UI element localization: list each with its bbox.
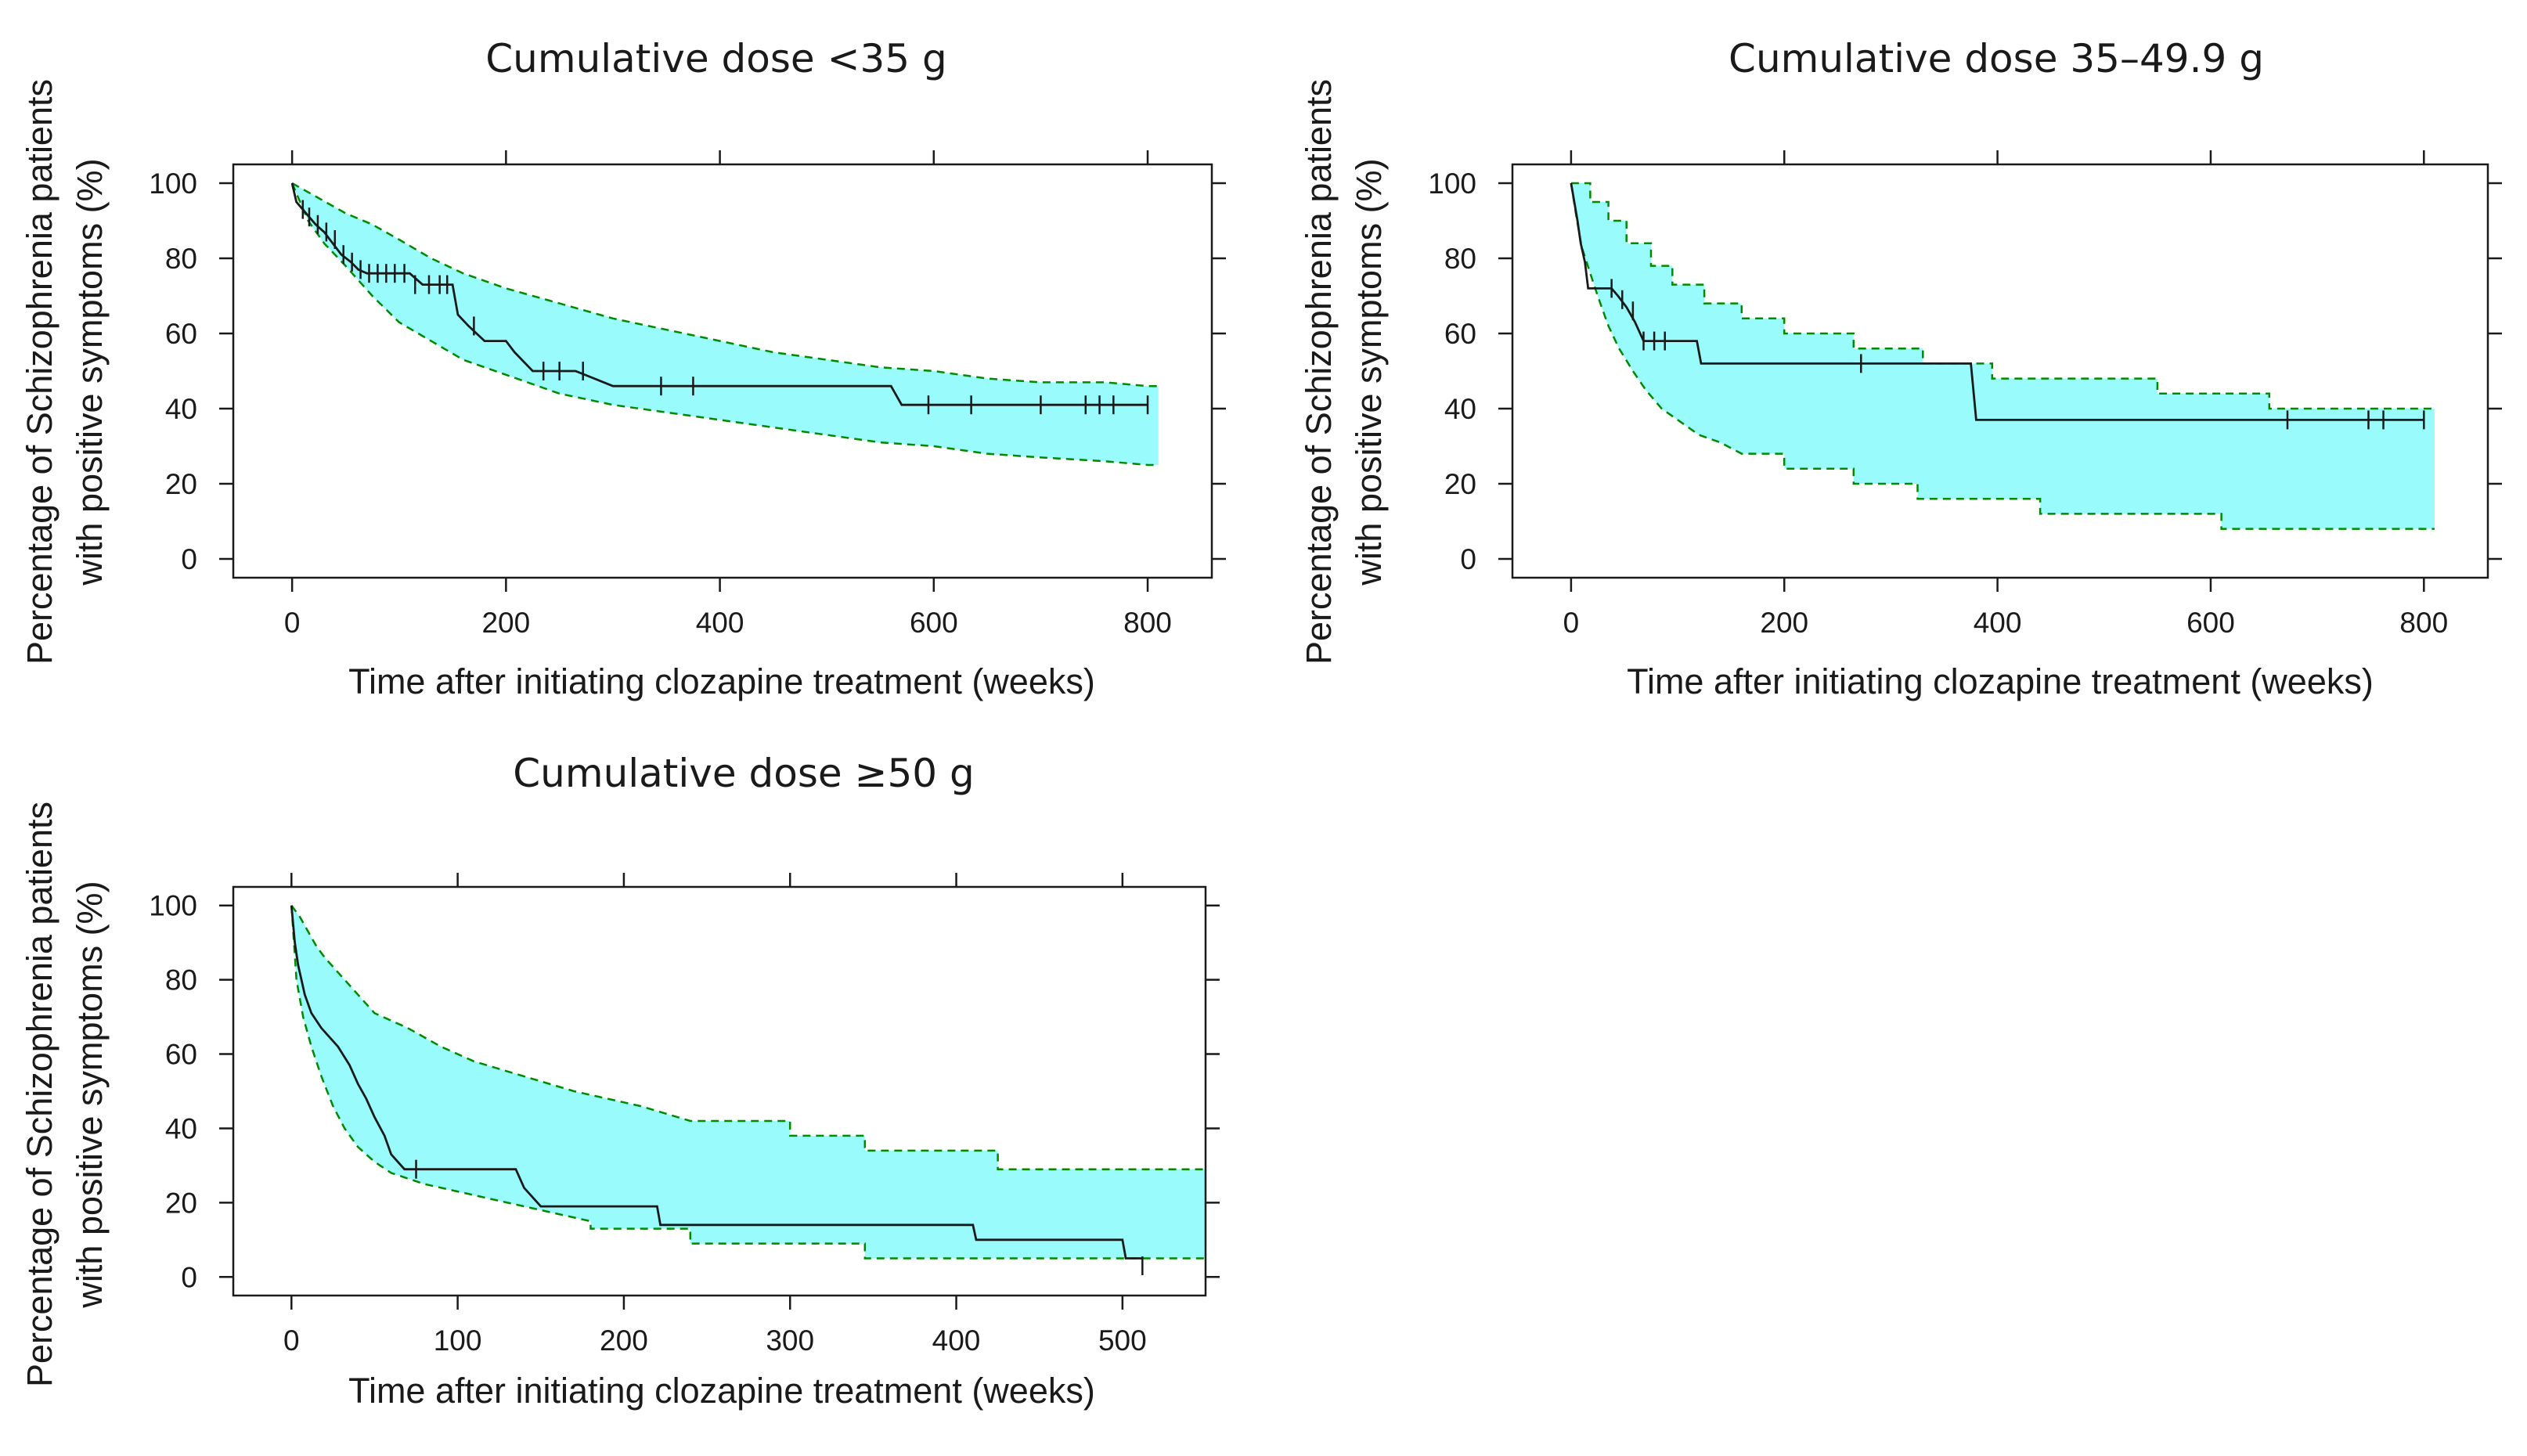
upper-ci-line — [291, 182, 1159, 387]
y-tick-label: 0 — [1460, 543, 1476, 575]
plot-area — [290, 182, 1159, 467]
confidence-band — [291, 905, 1206, 1259]
survival-curve — [290, 905, 1143, 1260]
x-tick-label: 500 — [1098, 1324, 1147, 1357]
x-tick-label: 300 — [766, 1324, 814, 1357]
x-tick-label: 800 — [1123, 607, 1172, 639]
y-tick-label: 80 — [1444, 243, 1476, 275]
y-tick-label: 80 — [165, 964, 197, 996]
y-tick-label: 40 — [165, 1112, 197, 1144]
y-tick-label: 100 — [149, 168, 197, 200]
lower-ci-line — [290, 905, 1206, 1260]
x-tick-label: 200 — [600, 1324, 648, 1357]
y-tick-label: 40 — [165, 393, 197, 425]
upper-ci-line — [1570, 182, 2435, 410]
x-tick-label: 200 — [1760, 607, 1808, 639]
y-tick-label: 100 — [149, 890, 197, 922]
x-tick-label: 100 — [434, 1324, 482, 1357]
chart-panel-2: 0 200 400 600 800 0 20 40 60 80 100 Cumulative dose… — [1299, 36, 2502, 701]
y-axis-label-line1: Percentage of Schizophrenia patients — [20, 802, 59, 1387]
y-axis-label-line2: with positive symptoms (%) — [1349, 158, 1389, 586]
plot-frame — [232, 885, 1207, 1297]
y-tick-label: 0 — [181, 1261, 197, 1293]
y-axis-label-line2: with positive symptoms (%) — [70, 881, 110, 1308]
x-tick-label: 400 — [1974, 607, 2022, 639]
y-tick-label: 20 — [165, 1187, 197, 1219]
y-tick-label: 60 — [165, 1039, 197, 1071]
plot-area — [290, 904, 1206, 1276]
lower-ci-line — [290, 182, 1159, 467]
y-axis-label-line1: Percentage of Schizophrenia patients — [1299, 79, 1339, 665]
x-tick-label: 800 — [2399, 607, 2448, 639]
y-tick-label: 60 — [165, 318, 197, 350]
upper-ci-line — [290, 904, 1206, 1170]
x-tick-label: 0 — [284, 607, 301, 639]
y-tick-label: 60 — [1444, 318, 1476, 350]
y-tick-label: 20 — [165, 468, 197, 500]
lower-ci-line — [1570, 182, 2435, 530]
y-tick-label: 0 — [181, 543, 197, 575]
x-tick-label: 600 — [910, 607, 958, 639]
confidence-band — [1570, 183, 2435, 529]
chart-panel-1: 0 200 400 600 800 0 20 40 60 80 100 Cumulative dose… — [20, 36, 1226, 701]
chart-title: Cumulative dose <35 g — [485, 36, 946, 81]
x-tick-label: 600 — [2186, 607, 2235, 639]
x-tick-label: 400 — [696, 607, 744, 639]
y-axis-label-line2: with positive symptoms (%) — [70, 158, 110, 586]
x-axis-label: Time after initiating clozapine treatmen… — [348, 1371, 1095, 1411]
x-tick-label: 0 — [1563, 607, 1580, 639]
x-tick-label: 200 — [481, 607, 530, 639]
chart-title: Cumulative dose 35–49.9 g — [1729, 36, 2264, 81]
confidence-band — [292, 183, 1159, 465]
x-axis-label: Time after initiating clozapine treatmen… — [1627, 661, 2374, 701]
x-tick-label: 0 — [283, 1324, 300, 1357]
y-tick-label: 40 — [1444, 393, 1476, 425]
y-tick-label: 100 — [1428, 168, 1476, 200]
plot-area — [1570, 182, 2435, 530]
x-tick-label: 400 — [932, 1324, 981, 1357]
plot-frame — [1511, 163, 2489, 579]
chart-title: Cumulative dose ≥50 g — [513, 751, 974, 796]
y-axis-label-line1: Percentage of Schizophrenia patients — [20, 79, 59, 665]
chart-panel-3: 0 100 200 300 400 500 0 20 40 60 80 100 Cumulative d… — [20, 751, 1220, 1411]
x-axis-label: Time after initiating clozapine treatmen… — [348, 661, 1095, 701]
plot-frame — [232, 163, 1213, 579]
y-tick-label: 80 — [165, 243, 197, 275]
y-tick-label: 20 — [1444, 468, 1476, 500]
